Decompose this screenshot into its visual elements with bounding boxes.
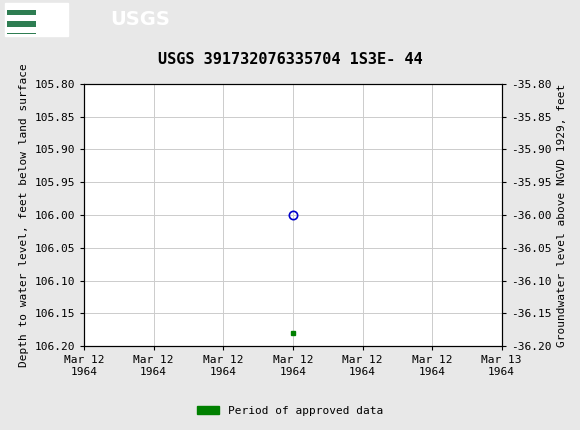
Bar — [7, 4, 36, 10]
Bar — [7, 5, 36, 34]
Bar — [5, 3, 68, 36]
Text: USGS 391732076335704 1S3E- 44: USGS 391732076335704 1S3E- 44 — [158, 52, 422, 67]
Y-axis label: Depth to water level, feet below land surface: Depth to water level, feet below land su… — [19, 63, 29, 367]
Bar — [7, 15, 36, 21]
Y-axis label: Groundwater level above NGVD 1929, feet: Groundwater level above NGVD 1929, feet — [557, 83, 567, 347]
Text: USGS: USGS — [110, 10, 170, 29]
Legend: Period of approved data: Period of approved data — [193, 401, 387, 420]
Bar — [7, 27, 36, 33]
